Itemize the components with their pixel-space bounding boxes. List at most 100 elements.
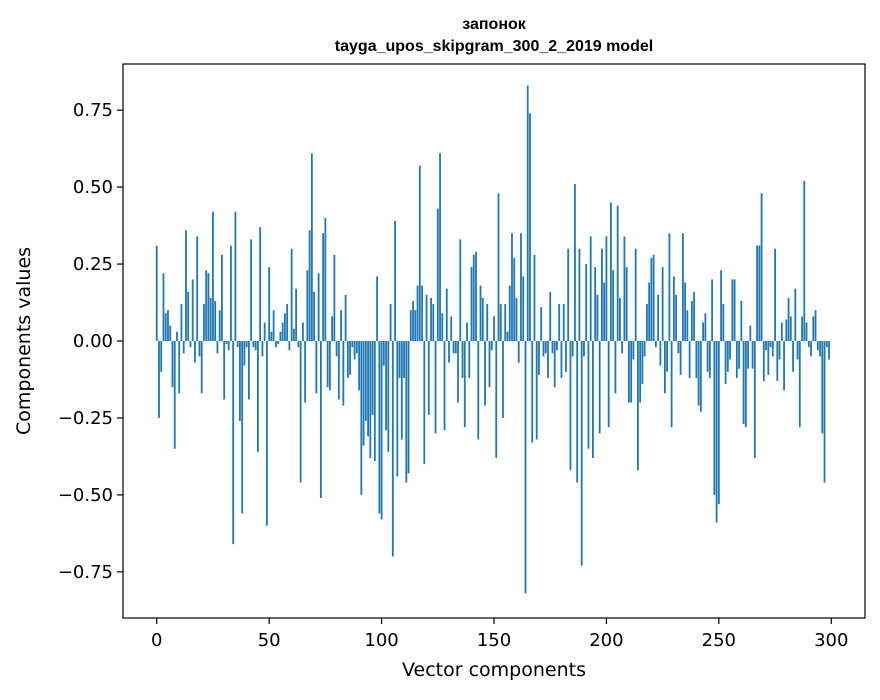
bar [601, 248, 603, 341]
chart-title: запонок [462, 16, 527, 33]
bar [479, 285, 482, 341]
bar [484, 341, 486, 406]
bar [821, 341, 824, 434]
bar [753, 341, 756, 458]
bar [524, 341, 527, 594]
bar [583, 341, 585, 357]
bar [724, 341, 727, 385]
bar [490, 341, 493, 351]
bar [630, 341, 633, 403]
bar [364, 341, 367, 422]
bar [430, 297, 432, 341]
bar [663, 341, 666, 394]
bar [639, 341, 642, 403]
bar [346, 341, 349, 378]
bar [216, 341, 219, 354]
bar [389, 304, 392, 341]
bar [416, 285, 419, 341]
bar [720, 270, 722, 341]
bar [713, 341, 716, 495]
y-axis-label: Components values [13, 247, 35, 435]
x-tick-label: 0 [151, 630, 162, 651]
bar [825, 341, 828, 348]
bar [421, 285, 423, 341]
bar [774, 248, 776, 341]
bar [578, 248, 581, 341]
bar [344, 294, 347, 341]
bar [571, 341, 574, 357]
y-tick-label: 0.75 [73, 100, 113, 121]
bar [241, 341, 244, 514]
bar [652, 254, 655, 341]
bar [819, 341, 821, 357]
bar [497, 193, 500, 341]
bar [511, 233, 513, 341]
bar [506, 331, 509, 341]
bar [783, 341, 785, 391]
bar [367, 341, 369, 437]
bar [717, 341, 720, 505]
bar [463, 341, 466, 428]
bar [212, 211, 214, 341]
bar [441, 313, 444, 341]
bar [443, 341, 446, 431]
bar [614, 341, 617, 394]
bar [409, 310, 412, 341]
bar [214, 300, 217, 341]
bar [675, 294, 678, 341]
bar [450, 316, 453, 341]
bar [787, 297, 790, 341]
bar [387, 341, 390, 452]
bar [248, 341, 250, 400]
bar [317, 273, 320, 341]
bar [236, 341, 239, 348]
bar [502, 341, 504, 418]
bar [277, 341, 280, 345]
bar [234, 211, 237, 341]
bar [619, 297, 621, 341]
plot-frame [122, 63, 866, 619]
bar [551, 341, 554, 354]
bar [758, 245, 761, 341]
bar [385, 341, 387, 431]
bar [693, 291, 696, 341]
bar [688, 341, 691, 378]
bar [776, 341, 779, 382]
bar [403, 341, 405, 378]
bar [702, 322, 705, 341]
bar [612, 270, 615, 341]
bar [643, 341, 646, 357]
bar [225, 341, 228, 345]
bar [508, 285, 511, 341]
bar [722, 304, 725, 341]
bar [432, 304, 435, 341]
bar [607, 341, 610, 428]
bar [176, 331, 178, 341]
bar [445, 288, 448, 341]
bar [592, 341, 594, 458]
bar [272, 310, 275, 341]
bar [349, 341, 351, 375]
bar [558, 304, 561, 341]
bar [499, 304, 502, 341]
y-tick-label: −0.50 [58, 485, 113, 506]
bar [169, 325, 172, 341]
bar [167, 310, 169, 341]
bar [526, 85, 529, 341]
bar [646, 304, 648, 341]
y-axis: −0.75 −0.50 −0.25 0.00 0.25 0.50 0.75 [58, 100, 123, 583]
bar [628, 341, 630, 403]
bar [672, 276, 675, 341]
bar [740, 300, 743, 341]
bar [162, 273, 165, 341]
y-tick-label: 0.50 [73, 177, 113, 198]
bar [155, 245, 158, 341]
bar [173, 341, 176, 449]
bar [158, 341, 160, 418]
y-tick-label: −0.25 [58, 408, 113, 429]
bar [715, 341, 718, 523]
bar [405, 341, 408, 483]
x-tick-label: 150 [477, 630, 511, 651]
bar [270, 331, 273, 341]
bar [785, 319, 788, 341]
